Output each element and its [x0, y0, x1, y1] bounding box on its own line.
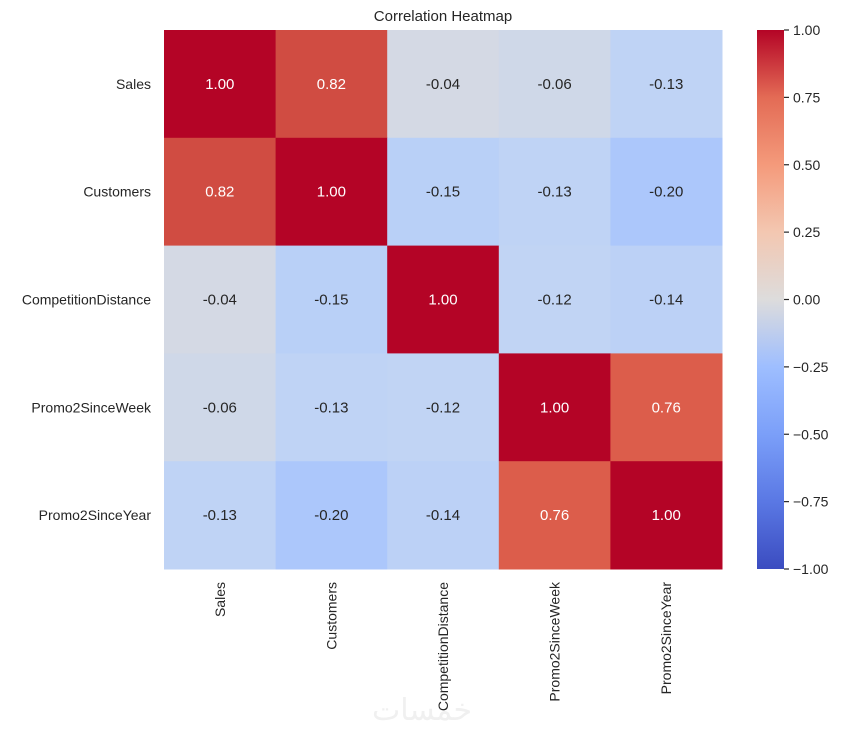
colorbar-tick-label: −1.00: [793, 561, 829, 577]
cell-value-label: 1.00: [428, 292, 457, 309]
cell-value-label: 1.00: [540, 399, 569, 416]
cell-value-label: 1.00: [652, 507, 681, 524]
y-tick-label: Promo2SinceWeek: [31, 399, 152, 415]
cell-value-label: 1.00: [205, 76, 234, 93]
heatmap-cell: [164, 245, 277, 354]
heatmap-cell: [275, 461, 388, 570]
colorbar-gradient: [757, 30, 784, 569]
heatmap-cell: [610, 353, 723, 462]
colorbar-tick-label: −0.25: [793, 359, 829, 375]
heatmap-cell: [164, 137, 277, 247]
y-tick-label: Promo2SinceYear: [39, 507, 152, 523]
heatmap-cell: [498, 137, 611, 247]
heatmap-cell: [275, 245, 388, 354]
cell-value-label: -0.12: [426, 399, 460, 416]
x-axis-tick-labels: Sales Customers CompetitionDistance Promo2S…: [212, 581, 674, 711]
colorbar-tick-label: −0.50: [793, 426, 829, 442]
heatmap-cell: [387, 245, 500, 354]
cell-value-label: -0.13: [203, 507, 237, 524]
y-tick-label: CompetitionDistance: [22, 292, 151, 308]
heatmap-cell: [387, 137, 500, 247]
colorbar-tick-label: 0.75: [793, 89, 820, 105]
heatmap-cell: [275, 353, 388, 462]
cell-value-label: -0.20: [649, 184, 683, 201]
heatmap-cell: [498, 353, 611, 462]
heatmap-cell: [610, 137, 723, 247]
heatmap-cell: [164, 353, 277, 462]
heatmap-cell: [164, 461, 277, 570]
x-tick-label: Sales: [212, 582, 228, 617]
cell-value-label: -0.13: [537, 184, 571, 201]
cell-value-label: -0.04: [426, 76, 460, 93]
x-tick-label: Promo2SinceWeek: [547, 581, 563, 702]
colorbar-tick-label: 0.50: [793, 157, 820, 173]
cell-value-label: -0.14: [649, 292, 683, 309]
cell-value-label: 0.76: [540, 507, 569, 524]
colorbar-tick-label: 0.00: [793, 292, 820, 308]
cell-value-label: 0.82: [317, 76, 346, 93]
heatmap-cells: 1.00 0.82 -0.04 -0.06 -0.13 0.82 1.00 -0.15 -0.1…: [164, 30, 723, 570]
heatmap-cell: [387, 30, 500, 139]
heatmap-cell: [164, 30, 277, 139]
heatmap-cell: [498, 30, 611, 139]
colorbar-tick-label: −0.75: [793, 494, 829, 510]
cell-value-label: 1.00: [317, 184, 346, 201]
heatmap-cell: [275, 30, 388, 139]
cell-value-label: -0.06: [203, 399, 237, 416]
cell-value-label: -0.06: [537, 76, 571, 93]
y-axis-tick-labels: Sales Customers CompetitionDistance Promo2S…: [22, 76, 152, 523]
heatmap-cell: [387, 353, 500, 462]
cell-value-label: -0.04: [203, 292, 237, 309]
heatmap-cell: [498, 245, 611, 354]
colorbar-ticks: 1.00 0.75 0.50 0.25 0.00 −0.25 −0.50 −0.75 −1.00: [784, 22, 829, 577]
cell-value-label: -0.13: [314, 399, 348, 416]
colorbar-tick-label: 0.25: [793, 224, 820, 240]
colorbar-tick-label: 1.00: [793, 22, 820, 38]
y-tick-label: Customers: [83, 184, 151, 200]
cell-value-label: -0.14: [426, 507, 460, 524]
cell-value-label: 0.82: [205, 184, 234, 201]
watermark: خمسات: [372, 694, 472, 727]
heatmap-cell: [610, 461, 723, 570]
x-tick-label: Promo2SinceYear: [658, 582, 674, 695]
cell-value-label: -0.15: [426, 184, 460, 201]
colorbar: 1.00 0.75 0.50 0.25 0.00 −0.25 −0.50 −0.75 −1.00: [757, 22, 829, 577]
cell-value-label: -0.15: [314, 292, 348, 309]
y-tick-label: Sales: [116, 76, 151, 92]
chart-title: Correlation Heatmap: [374, 8, 512, 25]
heatmap-cell: [387, 461, 500, 570]
heatmap-cell: [275, 137, 388, 247]
heatmap-cell: [610, 245, 723, 354]
cell-value-label: 0.76: [652, 399, 681, 416]
x-tick-label: CompetitionDistance: [435, 582, 451, 711]
heatmap-cell: [498, 461, 611, 570]
heatmap-cell: [610, 30, 723, 139]
cell-value-label: -0.13: [649, 76, 683, 93]
cell-value-label: -0.20: [314, 507, 348, 524]
x-tick-label: Customers: [323, 582, 339, 650]
cell-value-label: -0.12: [537, 292, 571, 309]
